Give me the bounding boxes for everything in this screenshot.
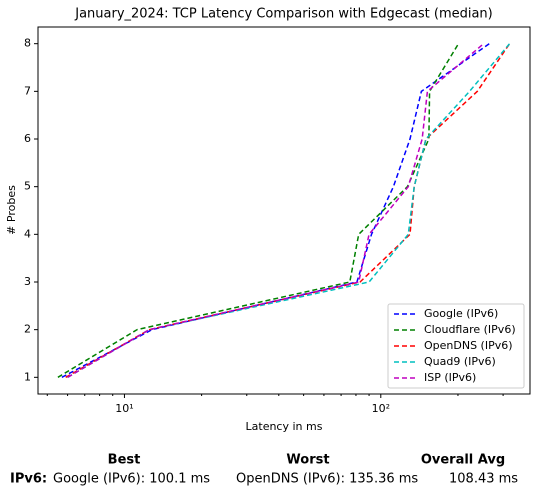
y-axis-label: # Probes bbox=[5, 185, 18, 235]
y-tick-label: 1 bbox=[24, 370, 31, 383]
x-axis-label: Latency in ms bbox=[246, 420, 323, 433]
legend-label: Quad9 (IPv6) bbox=[424, 355, 496, 368]
legend-box bbox=[387, 303, 525, 389]
y-tick-label: 7 bbox=[24, 84, 31, 97]
legend-label: Google (IPv6) bbox=[424, 307, 498, 320]
summary-cell: 108.43 ms bbox=[449, 472, 518, 487]
chart-title: January_2024: TCP Latency Comparison wit… bbox=[74, 7, 493, 22]
summary-row-label: IPv6: bbox=[10, 472, 47, 487]
y-tick-label: 8 bbox=[24, 37, 31, 50]
summary-header: Overall Avg bbox=[421, 453, 505, 468]
y-tick-label: 6 bbox=[24, 132, 31, 145]
y-tick-label: 4 bbox=[24, 227, 31, 240]
summary-cell: OpenDNS (IPv6): 135.36 ms bbox=[236, 472, 418, 487]
summary-cell: Google (IPv6): 100.1 ms bbox=[53, 472, 210, 487]
series-line bbox=[67, 43, 485, 378]
series-line bbox=[57, 43, 460, 378]
y-tick-label: 5 bbox=[24, 180, 31, 193]
summary-header: Worst bbox=[286, 453, 329, 468]
summary-header: Best bbox=[108, 453, 141, 468]
legend-label: ISP (IPv6) bbox=[424, 371, 476, 384]
legend-label: Cloudflare (IPv6) bbox=[424, 323, 516, 336]
legend-label: OpenDNS (IPv6) bbox=[424, 339, 513, 352]
x-tick-label: 10² bbox=[372, 402, 390, 415]
plot-frame bbox=[37, 26, 531, 395]
y-tick-label: 2 bbox=[24, 323, 31, 336]
x-tick-label: 10¹ bbox=[115, 402, 133, 415]
y-tick-label: 3 bbox=[24, 275, 31, 288]
